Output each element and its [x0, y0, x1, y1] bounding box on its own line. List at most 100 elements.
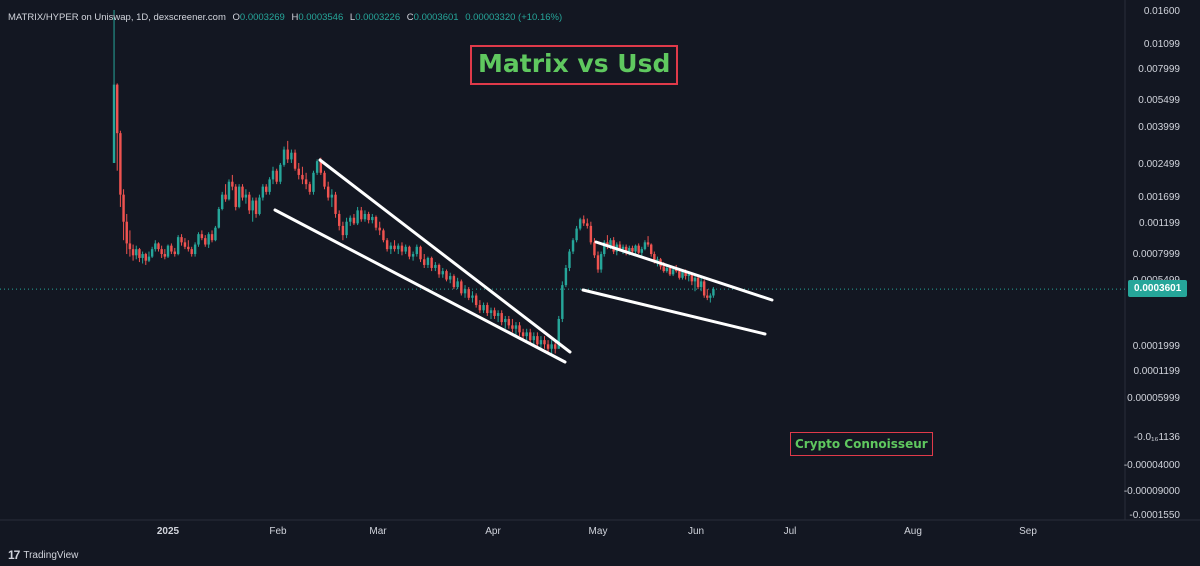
candle[interactable]	[430, 256, 433, 272]
candle[interactable]	[128, 230, 132, 257]
candle[interactable]	[290, 149, 293, 163]
candle[interactable]	[643, 240, 647, 251]
candle[interactable]	[445, 269, 448, 282]
candle[interactable]	[141, 251, 144, 264]
candle[interactable]	[564, 264, 568, 288]
candle[interactable]	[393, 240, 396, 252]
candle[interactable]	[147, 251, 151, 263]
candle[interactable]	[452, 274, 456, 290]
candle[interactable]	[668, 266, 672, 277]
candle[interactable]	[437, 263, 441, 278]
candle[interactable]	[419, 245, 422, 263]
candle[interactable]	[330, 189, 334, 207]
candle[interactable]	[356, 206, 359, 226]
candle[interactable]	[275, 168, 278, 185]
candle[interactable]	[122, 189, 125, 241]
candle[interactable]	[138, 247, 141, 263]
candle[interactable]	[550, 340, 553, 354]
candle[interactable]	[404, 244, 407, 255]
candle[interactable]	[234, 184, 237, 211]
price-axis[interactable]: 0.01600 0.01099 0.007999 0.005499 0.003999 0.…	[1124, 6, 1181, 521]
candle[interactable]	[337, 210, 341, 231]
wedge-1-lower-line[interactable]	[273, 208, 567, 364]
candle[interactable]	[456, 277, 459, 290]
candle[interactable]	[312, 170, 315, 195]
candle[interactable]	[525, 328, 528, 341]
candle[interactable]	[180, 234, 183, 246]
candle[interactable]	[434, 262, 437, 272]
candle[interactable]	[693, 276, 697, 292]
candle[interactable]	[521, 328, 525, 341]
candle[interactable]	[282, 146, 286, 167]
candle[interactable]	[207, 232, 210, 248]
candle[interactable]	[271, 166, 275, 185]
candle[interactable]	[423, 254, 426, 268]
candle[interactable]	[507, 315, 511, 329]
candle[interactable]	[478, 300, 482, 314]
candle[interactable]	[279, 162, 282, 185]
candle[interactable]	[112, 10, 116, 163]
candle[interactable]	[304, 172, 308, 190]
candle[interactable]	[334, 191, 337, 218]
candle[interactable]	[460, 279, 463, 296]
candle[interactable]	[400, 242, 404, 256]
candle[interactable]	[363, 210, 367, 222]
candle[interactable]	[382, 228, 385, 243]
candle[interactable]	[367, 211, 370, 224]
candle[interactable]	[244, 189, 248, 204]
candle[interactable]	[546, 340, 550, 354]
candle[interactable]	[241, 184, 244, 201]
candle[interactable]	[170, 243, 173, 255]
candle[interactable]	[571, 238, 575, 255]
candle[interactable]	[166, 244, 170, 258]
candle[interactable]	[532, 332, 536, 345]
candle[interactable]	[210, 230, 214, 243]
candle[interactable]	[251, 197, 254, 222]
candle[interactable]	[135, 245, 138, 260]
candle[interactable]	[467, 287, 470, 301]
wedge-2-upper-line[interactable]	[594, 240, 774, 302]
candle[interactable]	[496, 310, 500, 323]
chart-title-annotation[interactable]: Matrix vs Usd	[470, 45, 679, 85]
candle[interactable]	[286, 140, 289, 163]
candle[interactable]	[582, 215, 585, 226]
candle[interactable]	[486, 302, 489, 316]
candle[interactable]	[326, 181, 330, 201]
candle[interactable]	[500, 310, 503, 326]
candle[interactable]	[702, 279, 706, 298]
candle[interactable]	[649, 243, 653, 257]
candle[interactable]	[493, 307, 496, 319]
candle[interactable]	[248, 191, 251, 214]
candle[interactable]	[345, 217, 348, 239]
candle[interactable]	[157, 242, 160, 252]
candle[interactable]	[397, 243, 400, 255]
candle[interactable]	[378, 221, 381, 236]
candle[interactable]	[699, 277, 703, 292]
candle[interactable]	[646, 236, 650, 247]
candle[interactable]	[504, 315, 507, 329]
candle[interactable]	[374, 215, 378, 231]
candle[interactable]	[268, 177, 271, 195]
candle[interactable]	[197, 232, 200, 247]
candle[interactable]	[323, 170, 326, 190]
candle[interactable]	[349, 215, 352, 226]
candle[interactable]	[227, 179, 231, 201]
candle[interactable]	[529, 328, 532, 345]
candle[interactable]	[539, 336, 543, 349]
candle[interactable]	[119, 130, 122, 207]
candle[interactable]	[637, 243, 640, 255]
candle[interactable]	[308, 181, 312, 195]
candle[interactable]	[589, 221, 593, 245]
candle[interactable]	[389, 242, 393, 255]
candle[interactable]	[463, 285, 467, 298]
candle[interactable]	[518, 322, 521, 337]
symbol-label[interactable]: MATRIX/HYPER on Uniswap, 1D, dexscreener…	[8, 12, 226, 23]
candle[interactable]	[471, 291, 474, 303]
candle[interactable]	[154, 240, 157, 252]
candle[interactable]	[352, 213, 356, 226]
author-credit-annotation[interactable]: Crypto Connoisseur	[790, 432, 933, 456]
candle[interactable]	[575, 225, 578, 243]
candle[interactable]	[341, 221, 345, 241]
candle[interactable]	[706, 289, 709, 301]
